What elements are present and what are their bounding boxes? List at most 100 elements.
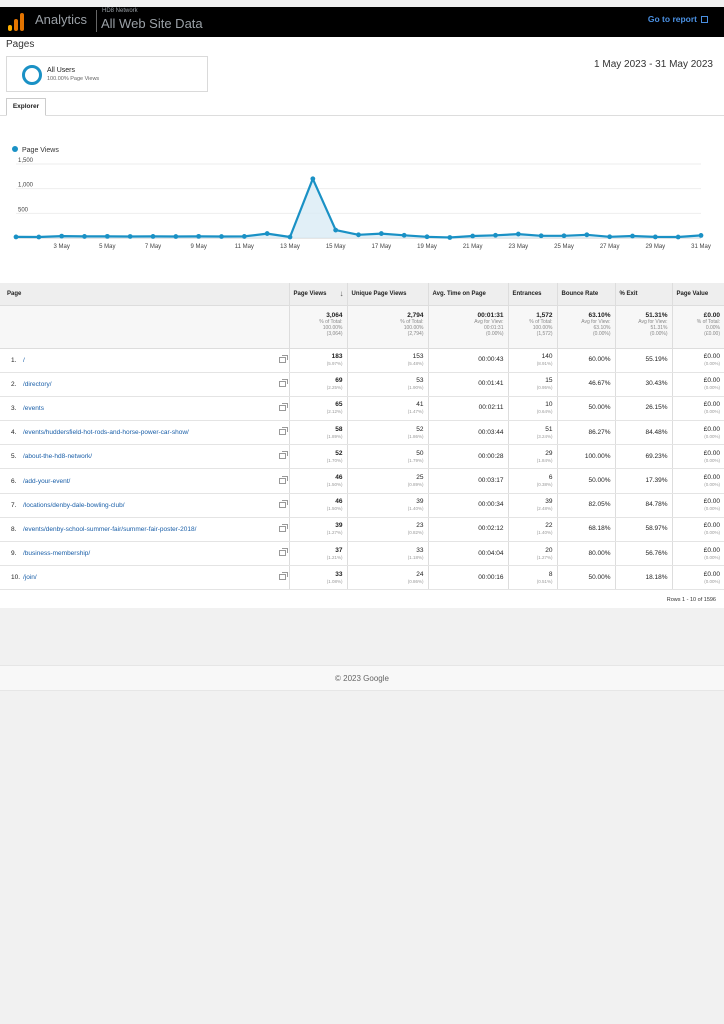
table-cell-ent: 15 (0.95%): [507, 372, 557, 397]
total-subtext: (0.00%): [592, 330, 611, 337]
cell-percent: (0.86%): [407, 578, 424, 584]
table-cell-avg: 00:04:04: [427, 541, 508, 567]
data-point: [59, 233, 65, 239]
cell-value: 29: [545, 449, 553, 457]
cell-value: 52: [416, 425, 424, 433]
open-page-icon[interactable]: [278, 354, 288, 363]
table-cell-val: £0.00 (0.00%): [671, 493, 724, 518]
page-link[interactable]: /directory/: [23, 380, 52, 388]
open-page-icon[interactable]: [278, 427, 288, 436]
cell-percent: (0.38%): [536, 482, 553, 488]
table-row: 8. /events/denby-school-summer-fair/summe…: [0, 517, 724, 543]
table-cell-upv: 153 (5.48%): [346, 348, 428, 373]
cell-value: 33: [416, 546, 424, 554]
table-cell-avg: 00:00:28: [427, 444, 508, 470]
table-cell-bounce: 82.05%: [556, 493, 615, 518]
total-subtext: (0.00%): [649, 330, 668, 337]
page-link[interactable]: /add-your-event/: [23, 477, 71, 485]
segment-picker[interactable]: All Users 100.00% Page Views: [6, 56, 208, 92]
open-page-icon[interactable]: [278, 548, 288, 557]
page-cell: 4. /events/huddersfield-hot-rods-and-hors…: [0, 420, 289, 446]
open-page-icon[interactable]: [278, 402, 288, 411]
x-tick-label: 21 May: [463, 244, 483, 250]
open-page-icon[interactable]: [278, 499, 288, 508]
page-link[interactable]: /events: [23, 404, 44, 412]
cell-value: 50.00%: [588, 477, 611, 485]
date-range-picker[interactable]: 1 May 2023 - 31 May 2023: [594, 59, 713, 70]
column-header-entrances[interactable]: Entrances: [507, 283, 557, 306]
table-cell-avg: 00:03:17: [427, 468, 508, 494]
data-point: [652, 234, 658, 240]
total-subtext: Avg for View:: [581, 318, 611, 325]
open-page-icon[interactable]: [278, 475, 288, 484]
page-cell: 5. /about-the-hd8-network/: [0, 444, 289, 470]
page-link[interactable]: /about-the-hd8-network/: [23, 453, 93, 461]
x-tick-label: 7 May: [145, 244, 161, 250]
data-point: [219, 234, 224, 239]
cell-value: 15: [545, 377, 553, 385]
total-value: £0.00: [703, 311, 720, 319]
open-page-icon[interactable]: [278, 523, 288, 532]
data-point: [515, 231, 521, 237]
x-tick-label: 23 May: [508, 244, 528, 250]
column-header-avg-time-on-page[interactable]: Avg. Time on Page: [427, 283, 508, 306]
x-tick-label: 13 May: [280, 244, 300, 250]
total-value: 3,064: [326, 311, 343, 319]
row-index: 8.: [11, 525, 17, 533]
page-link[interactable]: /events/huddersfield-hot-rods-and-horse-…: [23, 429, 189, 437]
cell-percent: (1.40%): [407, 506, 424, 512]
column-header-page-value[interactable]: Page Value: [671, 283, 724, 306]
data-point: [675, 234, 681, 240]
cell-percent: (1.18%): [407, 554, 424, 560]
x-tick-label: 9 May: [190, 244, 206, 250]
cell-percent: (1.50%): [326, 482, 343, 488]
cell-percent: (0.00%): [704, 578, 720, 584]
column-header-page[interactable]: Page: [0, 283, 289, 306]
tab-explorer[interactable]: Explorer: [6, 98, 46, 116]
total-value: 1,572: [536, 311, 553, 319]
table-cell-val: £0.00 (0.00%): [671, 372, 724, 397]
open-page-icon[interactable]: [278, 572, 288, 581]
analytics-logo-icon[interactable]: [8, 13, 24, 31]
sort-descending-icon[interactable]: ↓: [339, 289, 344, 298]
page-link[interactable]: /business-membership/: [23, 550, 91, 558]
cell-percent: (0.95%): [536, 385, 553, 391]
column-header-unique-page-views[interactable]: Unique Page Views: [346, 283, 428, 306]
page-link[interactable]: /join/: [23, 574, 37, 582]
table-cell-exit: 30.43%: [614, 372, 672, 397]
total-cell: [0, 305, 289, 349]
row-index: 10.: [11, 574, 21, 582]
column-header-page-views[interactable]: Page Views ↓: [288, 283, 347, 306]
total-value: 00:01:31: [477, 311, 504, 319]
row-index: 3.: [11, 404, 17, 412]
cell-value: £0.00: [703, 522, 720, 530]
page-link[interactable]: /events/denby-school-summer-fair/summer-…: [23, 525, 197, 533]
header-divider: [96, 10, 97, 32]
column-header--exit[interactable]: % Exit: [614, 283, 672, 306]
data-point: [356, 232, 361, 238]
total-subtext: (2,794): [407, 330, 424, 337]
table-cell-exit: 17.39%: [614, 468, 672, 494]
go-to-report-link[interactable]: Go to report: [648, 14, 708, 24]
cell-value: 41: [416, 401, 424, 409]
cell-value: 22: [545, 522, 553, 530]
account-name[interactable]: HD8 Network: [102, 8, 138, 14]
cell-value: 80.00%: [588, 549, 611, 557]
page-link[interactable]: /locations/denby-dale-bowling-club/: [23, 501, 125, 509]
cell-value: £0.00: [703, 377, 720, 385]
table-cell-upv: 41 (1.47%): [346, 396, 428, 422]
column-header-bounce-rate[interactable]: Bounce Rate: [556, 283, 615, 306]
page-views-chart[interactable]: 500 1,000 1,500 3 May 5 May 7 May 9 May 11 May 1…: [0, 157, 724, 257]
page-link[interactable]: /: [23, 356, 25, 364]
table-cell-exit: 56.76%: [614, 541, 672, 567]
cell-percent: (1.08%): [326, 578, 343, 584]
row-index: 5.: [11, 453, 17, 461]
cell-value: £0.00: [703, 425, 720, 433]
table-cell-upv: 53 (1.90%): [346, 372, 428, 397]
cell-value: 50.00%: [588, 573, 611, 581]
open-page-icon[interactable]: [278, 378, 288, 387]
cell-value: £0.00: [703, 570, 720, 578]
page-cell: 3. /events: [0, 396, 289, 422]
property-name[interactable]: All Web Site Data: [101, 16, 203, 31]
open-page-icon[interactable]: [278, 451, 288, 460]
